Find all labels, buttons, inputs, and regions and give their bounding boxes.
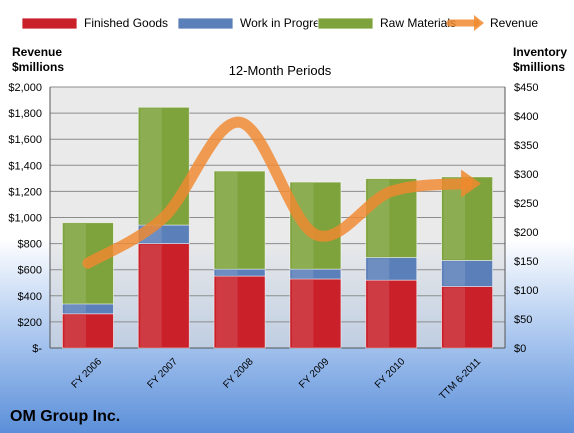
bar-highlight (291, 270, 314, 278)
legend: Finished Goods Work in Progress Raw Materi… (21, 15, 538, 31)
left-tick-label: $- (32, 343, 42, 355)
left-tick-label: $200 (18, 317, 42, 329)
right-tick-label: $450 (514, 82, 538, 94)
bar-highlight (140, 244, 162, 347)
bar-highlight (443, 177, 466, 260)
right-axis-label-line1: Inventory (513, 45, 567, 59)
left-tick-label: $1,200 (8, 186, 42, 198)
revenue-line (82, 116, 473, 269)
bar-highlight (216, 172, 238, 269)
right-tick-label: $350 (514, 140, 538, 152)
company-name: OM Group Inc. (10, 408, 120, 425)
bar-highlight (216, 277, 238, 347)
left-tick-label: $1,000 (8, 213, 42, 225)
legend-swatch-work-in-progress (177, 17, 234, 30)
legend-label-finished-goods: Finished Goods (84, 16, 168, 30)
bar-finished-goods (365, 279, 418, 349)
bar-finished-goods (213, 275, 266, 349)
legend-swatch-raw-materials (317, 17, 374, 30)
left-tick-label: $1,800 (8, 108, 42, 120)
bar-highlight (64, 314, 86, 347)
bar-highlight (64, 304, 86, 313)
right-tick-label: $200 (514, 227, 538, 239)
left-tick-label: $1,400 (8, 160, 42, 172)
chart-title: 12-Month Periods (229, 63, 332, 78)
bar-highlight (367, 258, 390, 280)
bar-highlight (64, 223, 86, 303)
bar-finished-goods (289, 278, 342, 349)
legend-swatch-finished-goods (21, 17, 78, 30)
legend-arrowhead (474, 15, 484, 31)
right-axis-label-line2: $millions (513, 60, 565, 74)
left-tick-label: $1,600 (8, 134, 42, 146)
right-tick-label: $0 (514, 343, 526, 355)
bar-highlight (367, 281, 390, 347)
left-tick-label: $2,000 (8, 82, 42, 94)
bar-finished-goods (137, 243, 190, 349)
bar-highlight (140, 108, 162, 225)
legend-label-work-in-progress: Work in Progress (240, 16, 332, 30)
left-tick-label: $800 (18, 239, 42, 251)
left-axis-label-line1: Revenue (12, 45, 62, 59)
revenue-arrowhead (461, 169, 482, 198)
right-tick-label: $300 (514, 169, 538, 181)
bar-highlight (291, 279, 314, 347)
right-tick-label: $50 (514, 314, 532, 326)
legend-label-raw-materials: Raw Materials (380, 16, 456, 30)
right-tick-label: $100 (514, 285, 538, 297)
legend-label-revenue: Revenue (490, 16, 538, 30)
bar-highlight (216, 270, 238, 276)
left-axis-label-line2: $millions (12, 60, 64, 74)
bar-highlight (443, 261, 466, 286)
right-tick-label: $250 (514, 198, 538, 210)
right-tick-label: $150 (514, 256, 538, 268)
bar-raw-materials (213, 170, 266, 270)
bar-highlight (443, 287, 466, 347)
left-tick-label: $400 (18, 291, 42, 303)
left-tick-label: $600 (18, 265, 42, 277)
right-tick-label: $400 (514, 111, 538, 123)
bar-finished-goods (441, 286, 493, 349)
